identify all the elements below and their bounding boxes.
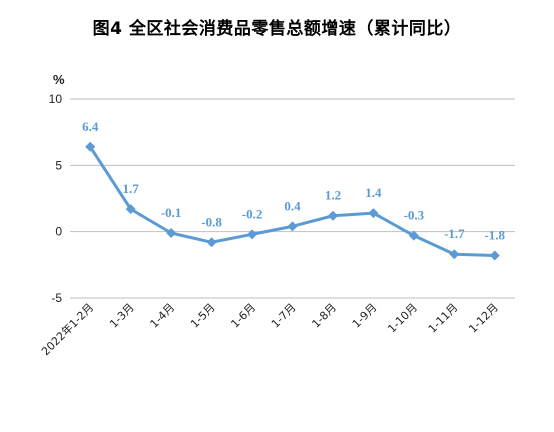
data-point-marker — [125, 204, 136, 215]
data-label: -1.8 — [484, 228, 505, 243]
data-point-marker — [368, 208, 379, 219]
x-tick-label: 1-6月 — [228, 301, 258, 331]
data-label: -0.1 — [161, 205, 182, 220]
data-label: 0.4 — [284, 198, 301, 213]
y-tick-label: 5 — [55, 158, 62, 172]
x-tick-label: 1-7月 — [269, 301, 299, 331]
chart-title: 图4 全区社会消费品零售总额增速（累计同比） — [92, 19, 462, 39]
data-label: 1.4 — [365, 185, 382, 200]
data-point-marker — [247, 229, 258, 240]
x-tick-label: 1-3月 — [107, 301, 137, 331]
x-tick-label: 1-8月 — [309, 301, 339, 331]
data-point-marker — [327, 210, 338, 221]
data-point-marker — [206, 237, 217, 248]
data-label: -0.2 — [242, 206, 263, 221]
data-label: 1.7 — [123, 181, 140, 196]
data-point-marker — [166, 227, 177, 238]
gridlines — [70, 98, 515, 299]
y-unit-label: % — [53, 72, 65, 87]
series-group — [85, 141, 500, 261]
x-tick-label: 1-12月 — [466, 301, 501, 336]
data-label: -1.7 — [444, 226, 465, 241]
data-label: -0.3 — [404, 208, 425, 223]
x-axis-ticks: 2022年1-2月 1-3月 1-4月 1-5月 1-6月 1-7月 1-8月 1-9月 1-1… — [38, 300, 501, 358]
data-point-marker — [449, 249, 460, 260]
data-point-marker — [85, 141, 96, 152]
data-label: 1.2 — [325, 188, 341, 203]
x-tick-label: 1-10月 — [385, 301, 420, 336]
y-tick-label: 10 — [49, 92, 63, 106]
data-point-marker — [408, 230, 419, 241]
x-tick-label: 1-9月 — [350, 301, 380, 331]
x-tick-label: 2022年1-2月 — [38, 300, 96, 358]
y-axis-ticks: 10 5 0 -5 — [49, 92, 63, 305]
x-tick-label: 1-5月 — [188, 301, 218, 331]
data-labels: 6.4 1.7 -0.1 -0.8 -0.2 0.4 1.2 1.4 -0.3 -1.7 -1.8 — [82, 119, 505, 243]
x-tick-label: 1-4月 — [148, 301, 178, 331]
y-tick-label: 0 — [55, 225, 62, 239]
x-tick-label: 1-11月 — [426, 301, 461, 336]
data-label: 6.4 — [82, 119, 99, 134]
data-point-marker — [287, 221, 298, 232]
data-label: -0.8 — [201, 214, 222, 229]
y-tick-label: -5 — [51, 291, 62, 305]
data-point-marker — [489, 250, 500, 261]
